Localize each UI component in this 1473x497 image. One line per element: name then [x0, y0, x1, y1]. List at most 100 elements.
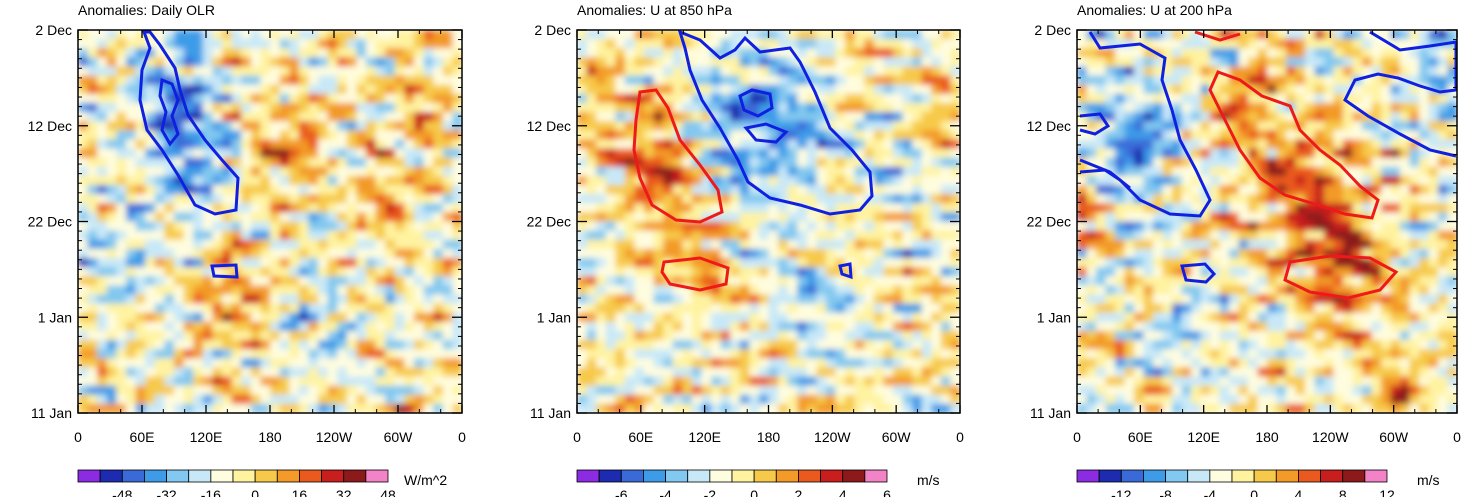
heatmap-cell: [1400, 166, 1411, 177]
heatmap-cell: [260, 175, 271, 186]
heatmap-cell: [902, 248, 913, 259]
heatmap-cell: [164, 175, 175, 186]
heatmap-cell: [222, 303, 233, 314]
heatmap-cell: [701, 376, 712, 387]
heatmap-cell: [404, 84, 415, 95]
heatmap-cell: [1362, 221, 1373, 232]
heatmap-cell: [835, 376, 846, 387]
heatmap-cell: [749, 367, 760, 378]
heatmap-cell: [778, 340, 789, 350]
heatmap-cell: [126, 57, 137, 68]
heatmap-cell: [404, 385, 415, 396]
heatmap-cell: [174, 303, 185, 314]
heatmap-cell: [605, 194, 616, 204]
heatmap-cell: [1257, 66, 1268, 77]
heatmap-cell: [701, 349, 712, 359]
heatmap-cell: [825, 112, 837, 122]
heatmap-cell: [892, 139, 904, 150]
heatmap-cell: [231, 376, 242, 387]
heatmap-cell: [615, 349, 626, 359]
heatmap-cell: [605, 376, 616, 387]
heatmap-cell: [1343, 230, 1354, 241]
heatmap-cell: [615, 230, 626, 241]
colorbar-swatch: [166, 469, 190, 483]
heatmap-cell: [356, 57, 367, 68]
heatmap-cell: [1409, 30, 1420, 40]
contour-blue-olr-2: [158, 77, 180, 147]
heatmap-cell: [1390, 57, 1401, 68]
heatmap-cell: [701, 139, 712, 150]
heatmap-cell: [78, 130, 89, 141]
heatmap-cell: [423, 130, 434, 141]
heatmap-cell: [825, 148, 837, 159]
heatmap-cell: [270, 330, 281, 341]
heatmap-cell: [1219, 121, 1230, 131]
heatmap-cell: [1362, 157, 1373, 168]
heatmap-cell: [653, 385, 664, 396]
heatmap-cell: [577, 394, 588, 405]
heatmap-cell: [835, 166, 846, 177]
heatmap-cell: [1248, 276, 1259, 286]
heatmap-cell: [327, 376, 338, 387]
heatmap-cell: [739, 148, 750, 159]
heatmap-cell: [78, 303, 89, 314]
heatmap-cell: [366, 57, 377, 68]
heatmap-cell: [1333, 130, 1344, 141]
heatmap-cell: [106, 166, 117, 177]
heatmap-cell: [298, 157, 309, 168]
heatmap-cell: [1343, 239, 1354, 250]
heatmap-cell: [1267, 166, 1278, 177]
heatmap-cell: [298, 148, 309, 159]
heatmap-cell: [1219, 203, 1230, 213]
heatmap-cell: [845, 75, 856, 86]
heatmap-cell: [1172, 139, 1183, 150]
heatmap-cell: [327, 385, 338, 396]
heatmap-cell: [1428, 139, 1439, 150]
heatmap-cell: [615, 185, 626, 195]
heatmap-cell: [835, 403, 846, 413]
heatmap-cell: [183, 194, 194, 204]
heatmap-cell: [241, 121, 252, 131]
heatmap-cell: [260, 312, 271, 323]
heatmap-cell: [940, 257, 952, 268]
heatmap-cell: [778, 394, 789, 405]
heatmap-cell: [260, 321, 271, 332]
heatmap-cell: [1153, 267, 1164, 277]
heatmap-cell: [797, 340, 808, 350]
heatmap-cell: [711, 349, 722, 359]
heatmap-cell: [346, 403, 357, 413]
heatmap-cell: [154, 212, 165, 223]
heatmap-cell: [1362, 121, 1373, 131]
heatmap-cell: [778, 239, 789, 250]
heatmap-cell: [116, 212, 127, 223]
heatmap-cell: [1447, 75, 1457, 86]
heatmap-cell: [892, 330, 904, 341]
heatmap-cell: [586, 312, 597, 323]
heatmap-cell: [644, 385, 655, 396]
heatmap-cell: [864, 257, 875, 268]
heatmap-cell: [586, 57, 597, 68]
heatmap-cell: [1134, 212, 1145, 223]
heatmap-cell: [711, 175, 722, 186]
heatmap-cell: [663, 340, 674, 350]
heatmap-cell: [711, 30, 722, 40]
heatmap-cell: [106, 349, 117, 359]
heatmap-cell: [644, 30, 655, 40]
heatmap-cell: [318, 394, 329, 405]
heatmap-cell: [1267, 139, 1278, 150]
heatmap-cell: [1124, 203, 1135, 213]
heatmap-cell: [404, 358, 415, 369]
heatmap-cell: [1210, 203, 1221, 213]
heatmap-cell: [442, 358, 453, 369]
heatmap-cell: [778, 139, 789, 150]
heatmap-cell: [212, 84, 223, 95]
heatmap-cell: [663, 403, 674, 413]
heatmap-cell: [892, 39, 904, 49]
heatmap-cell: [758, 93, 770, 104]
heatmap-cell: [816, 394, 827, 405]
heatmap-cell: [816, 139, 827, 150]
heatmap-cell: [701, 212, 712, 223]
heatmap-cell: [1257, 166, 1268, 177]
heatmap-cell: [87, 267, 98, 277]
heatmap-cell: [164, 294, 175, 305]
